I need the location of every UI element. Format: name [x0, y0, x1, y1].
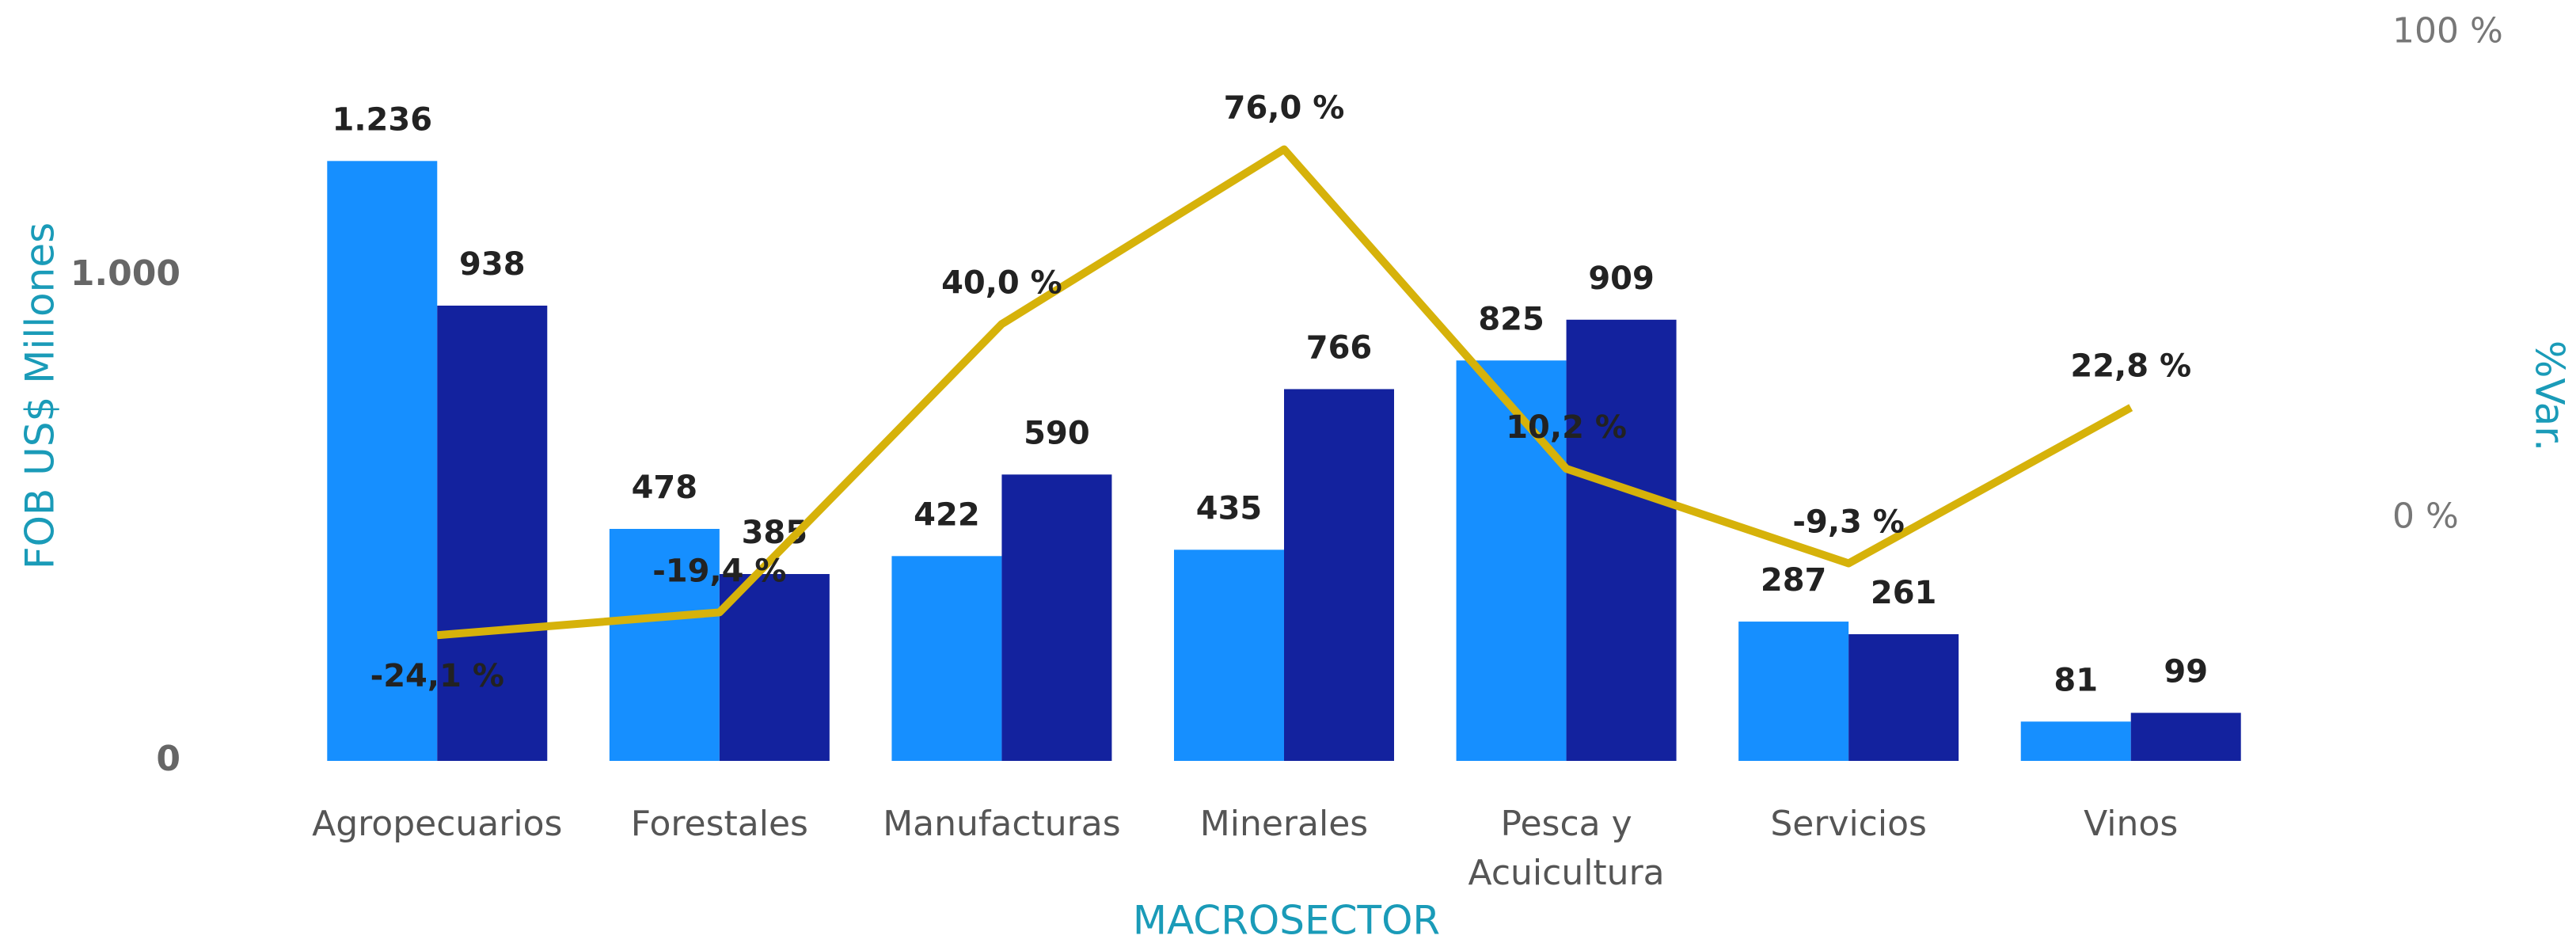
y2-tick-label: 0 % — [2392, 496, 2459, 537]
bar-label: 938 — [459, 246, 526, 283]
y-axis-title: FOB US$ Millones — [17, 222, 63, 569]
y-tick-label: 0 — [156, 739, 180, 779]
x-axis-title: MACROSECTOR — [1133, 898, 1440, 943]
bar — [2130, 713, 2241, 761]
bar-label: 909 — [1588, 260, 1655, 297]
bar — [719, 573, 830, 761]
x-tick-label: Manufacturas — [883, 804, 1121, 844]
bar-label: 99 — [2164, 653, 2208, 690]
x-tick-label: Vinos — [2084, 804, 2179, 844]
bar-label: 590 — [1024, 415, 1090, 451]
line-label: 40,0 % — [941, 264, 1062, 301]
x-tick-label: Forestales — [630, 804, 808, 844]
bar-label: 766 — [1306, 329, 1373, 366]
x-tick-label: Agropecuarios — [312, 804, 563, 844]
line-label: 22,8 % — [2070, 348, 2191, 385]
bar — [609, 528, 720, 761]
bar-label: 1.236 — [332, 101, 433, 138]
bar — [1848, 634, 1959, 761]
bar-label: 287 — [1761, 562, 1827, 599]
bar-label: 81 — [2054, 662, 2098, 698]
line — [436, 145, 2133, 640]
bar — [1566, 319, 1677, 762]
bar — [2020, 721, 2131, 761]
line-label: -19,4 % — [652, 553, 786, 589]
bar-label: 261 — [1871, 575, 1937, 611]
bar — [1001, 474, 1112, 761]
bar — [1738, 622, 1849, 761]
line-label: 76,0 % — [1224, 90, 1345, 127]
bar — [327, 161, 438, 761]
line-label: 10,2 % — [1506, 409, 1627, 446]
line-label: -24,1 % — [370, 658, 504, 694]
bar-label: 825 — [1478, 301, 1544, 337]
x-tick-label: Minerales — [1199, 804, 1369, 844]
x-tick-label: Servicios — [1770, 804, 1927, 844]
y-tick-label: 1.000 — [70, 253, 180, 294]
bar — [437, 306, 548, 762]
bar — [1174, 549, 1284, 761]
x-tick-label: Pesca y Acuicultura — [1468, 804, 1665, 893]
y2-tick-label: 100 % — [2392, 11, 2503, 51]
line-label: -9,3 % — [1792, 504, 1904, 541]
y2-axis-title: %Var. — [2527, 340, 2573, 451]
bar — [891, 556, 1002, 761]
bar-label: 435 — [1196, 490, 1263, 527]
bar-label: 422 — [914, 496, 980, 533]
bar-label: 478 — [632, 470, 698, 506]
bar — [1284, 389, 1394, 761]
bar — [1456, 360, 1567, 761]
